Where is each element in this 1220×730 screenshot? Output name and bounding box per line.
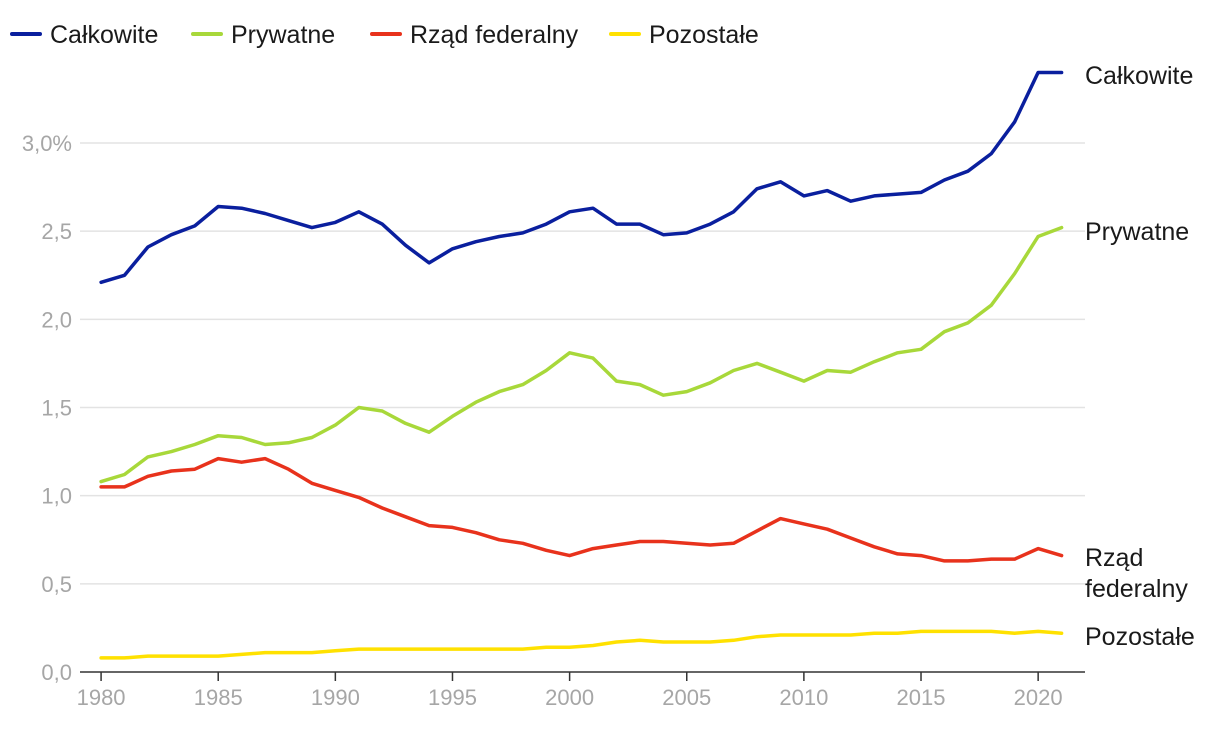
gridlines: 0,0 0,5 1,0 1,5 2,0 2,5 3,0% <box>22 131 1085 685</box>
x-tick-label: 1980 <box>77 685 126 710</box>
y-tick-label: 0,0 <box>41 660 72 685</box>
x-tick-label: 1990 <box>311 685 360 710</box>
legend-label: Całkowite <box>50 21 158 49</box>
x-tick-label: 2000 <box>545 685 594 710</box>
legend-label: Pozostałe <box>649 21 759 49</box>
x-tick-label: 2010 <box>779 685 828 710</box>
x-axis: 1980 1985 1990 1995 2000 2005 2010 2015 2020 <box>77 671 1085 710</box>
legend-item-pozostałe: Pozostałe <box>609 21 759 49</box>
y-tick-label: 1,0 <box>41 484 72 509</box>
legend-item-całkowite: Całkowite <box>10 21 158 49</box>
series-lines <box>99 70 1064 660</box>
end-label-rząd-federalny: Rząd <box>1085 544 1143 572</box>
y-tick-label: 1,5 <box>41 396 72 421</box>
y-tick-label: 0,5 <box>41 572 72 597</box>
x-tick-label: 1985 <box>194 685 243 710</box>
x-tick-label: 1995 <box>428 685 477 710</box>
x-tick-label: 2015 <box>897 685 946 710</box>
end-label-prywatne: Prywatne <box>1085 218 1189 246</box>
legend-item-prywatne: Prywatne <box>191 21 335 49</box>
y-tick-label: 3,0% <box>22 131 72 156</box>
end-label-rząd-federalny: federalny <box>1085 575 1188 603</box>
legend-item-rząd-federalny: Rząd federalny <box>370 21 579 49</box>
series-line-całkowite <box>99 70 1064 285</box>
y-tick-label: 2,5 <box>41 219 72 244</box>
series-line-prywatne <box>99 225 1064 484</box>
series-end-labels: Całkowite Prywatne Rząd federalny Pozostałe <box>1085 62 1195 651</box>
legend-label: Prywatne <box>231 21 335 49</box>
y-tick-label: 2,0 <box>41 307 72 332</box>
end-label-całkowite: Całkowite <box>1085 62 1193 90</box>
legend-label: Rząd federalny <box>410 21 579 49</box>
series-line-rząd-federalny <box>99 456 1064 563</box>
legend: Całkowite Prywatne Rząd federalny Pozostałe <box>10 21 759 49</box>
end-label-pozostałe: Pozostałe <box>1085 623 1195 651</box>
x-tick-label: 2020 <box>1014 685 1063 710</box>
x-tick-label: 2005 <box>662 685 711 710</box>
series-line-pozostałe <box>99 629 1064 660</box>
